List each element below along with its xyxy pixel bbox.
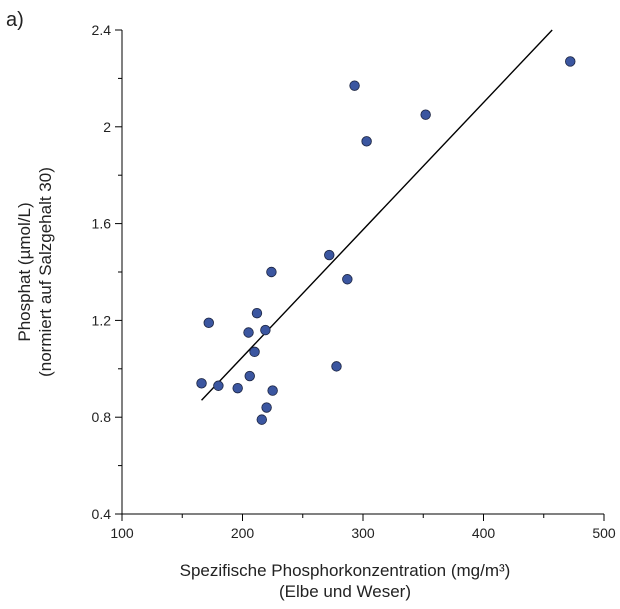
- point: [213, 380, 224, 391]
- y-axis-label: Phosphat (µmol/L): [15, 202, 34, 341]
- point: [243, 327, 254, 338]
- point: [324, 249, 335, 261]
- y-tick-label: 2: [103, 119, 111, 135]
- y-tick-label: 1.6: [92, 216, 112, 232]
- y-tick-label: 0.8: [92, 409, 112, 425]
- point: [196, 378, 207, 389]
- x-axis-label: Spezifische Phosphorkonzentration (mg/m³…: [180, 561, 511, 580]
- y-tick-label: 2.4: [92, 22, 112, 38]
- y-tick-label: 0.4: [92, 506, 112, 522]
- point: [349, 80, 360, 91]
- x-axis-label: (Elbe und Weser): [279, 582, 411, 601]
- point: [232, 382, 243, 394]
- x-tick-label: 300: [351, 525, 375, 541]
- y-tick-label: 1.2: [92, 312, 112, 328]
- point: [249, 346, 260, 358]
- point: [244, 370, 255, 382]
- point: [261, 402, 272, 413]
- x-tick-label: 500: [592, 525, 616, 541]
- point: [361, 136, 372, 147]
- point: [256, 414, 267, 425]
- point: [203, 317, 214, 329]
- x-tick-label: 200: [231, 525, 255, 541]
- x-tick-label: 100: [110, 525, 134, 541]
- panel-label: a): [6, 9, 24, 31]
- point: [420, 109, 431, 120]
- point: [267, 385, 278, 396]
- point: [331, 361, 342, 372]
- y-axis-label: (normiert auf Salzgehalt 30): [36, 167, 55, 377]
- x-tick-label: 400: [472, 525, 496, 541]
- point: [260, 324, 271, 336]
- point: [565, 56, 576, 67]
- point: [342, 274, 353, 285]
- point: [266, 266, 277, 278]
- trend-line: [201, 29, 553, 401]
- point: [251, 307, 263, 319]
